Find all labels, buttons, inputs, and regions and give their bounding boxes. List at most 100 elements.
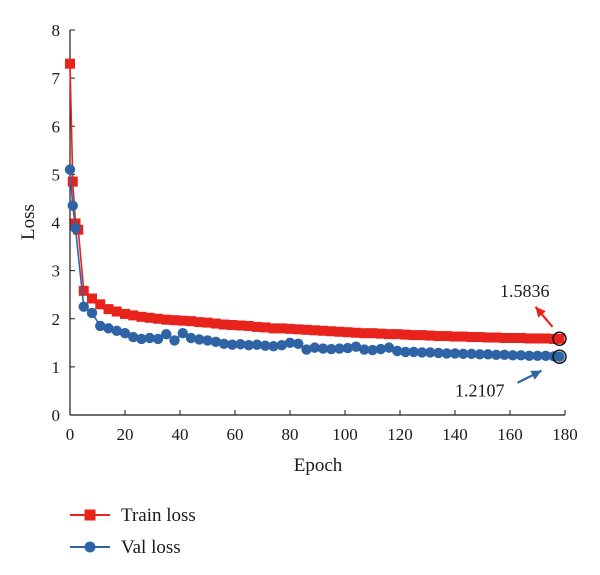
x-tick-label: 120 — [387, 425, 413, 444]
data-point — [441, 348, 452, 359]
data-point — [260, 340, 271, 351]
x-tick-label: 140 — [442, 425, 468, 444]
data-point — [276, 323, 287, 334]
data-point — [334, 326, 345, 337]
x-axis-ticks: 0 20 40 60 80 100 120 140 160 180 — [66, 410, 578, 444]
data-point — [268, 323, 279, 334]
y-tick-label: 7 — [52, 69, 61, 88]
data-point — [375, 328, 386, 339]
data-point — [466, 332, 477, 343]
y-tick-label: 3 — [52, 262, 61, 281]
data-point — [474, 349, 485, 360]
data-point — [177, 327, 188, 339]
data-point — [425, 347, 436, 358]
data-point — [524, 333, 535, 344]
data-point — [177, 315, 188, 326]
x-tick-label: 80 — [282, 425, 299, 444]
data-point — [235, 339, 246, 350]
data-point — [65, 58, 75, 69]
legend-item-train: Train loss — [70, 505, 196, 526]
data-point — [260, 322, 271, 333]
annotation-arrow-head — [535, 306, 546, 318]
data-point — [367, 344, 378, 356]
data-point — [78, 301, 89, 312]
data-point — [482, 349, 494, 360]
data-point — [466, 348, 477, 360]
data-point — [128, 310, 139, 321]
data-point — [284, 337, 296, 349]
data-point — [219, 319, 229, 330]
data-point — [417, 330, 427, 341]
legend-train-label: Train loss — [121, 505, 196, 526]
y-tick-label: 4 — [52, 214, 61, 233]
data-point — [111, 306, 122, 317]
data-point — [507, 350, 518, 361]
data-point — [144, 332, 155, 344]
data-point — [202, 335, 213, 346]
data-point — [67, 176, 78, 187]
x-tick-label: 60 — [227, 425, 244, 444]
data-point — [416, 347, 428, 358]
data-point — [507, 333, 518, 343]
data-point — [408, 346, 419, 358]
x-tick-label: 180 — [552, 425, 578, 444]
data-point — [392, 329, 403, 340]
annotation-label: 1.5836 — [500, 281, 550, 301]
data-point — [161, 314, 172, 325]
data-point — [499, 349, 510, 361]
y-tick-label: 2 — [52, 310, 61, 329]
data-point — [474, 332, 485, 343]
y-tick-label: 0 — [52, 406, 61, 425]
data-point — [449, 348, 461, 359]
data-point — [285, 323, 295, 334]
data-point — [194, 334, 205, 345]
data-point — [103, 304, 114, 315]
data-point — [268, 340, 279, 352]
x-tick-label: 160 — [497, 425, 523, 444]
data-point — [433, 331, 444, 342]
data-point — [218, 338, 230, 349]
data-point — [243, 320, 254, 331]
data-point — [540, 333, 551, 344]
x-tick-label: 40 — [172, 425, 189, 444]
data-point — [524, 350, 535, 362]
data-point — [251, 339, 263, 350]
highlight-ring — [552, 331, 567, 347]
data-point — [202, 317, 213, 328]
series-val-loss — [64, 164, 565, 362]
data-point — [309, 325, 320, 336]
data-point — [235, 320, 246, 331]
data-point — [359, 328, 370, 339]
data-point — [383, 342, 395, 353]
data-point — [532, 350, 543, 362]
data-point — [458, 348, 469, 360]
data-point — [210, 336, 221, 348]
data-point — [169, 315, 180, 326]
x-tick-label: 20 — [117, 425, 134, 444]
data-point — [516, 333, 526, 343]
x-tick-label: 0 — [66, 425, 75, 444]
data-point — [326, 343, 337, 355]
data-point — [408, 330, 419, 341]
data-point — [433, 347, 444, 359]
x-tick-label: 100 — [332, 425, 358, 444]
data-point — [301, 324, 312, 335]
data-point — [293, 324, 304, 335]
series-line — [69, 63, 560, 340]
data-point — [351, 327, 361, 338]
data-point — [392, 345, 403, 357]
data-point — [367, 328, 378, 339]
data-point — [210, 318, 221, 329]
data-point — [450, 331, 460, 342]
data-point — [301, 344, 312, 355]
data-point — [95, 320, 106, 332]
data-point — [342, 342, 353, 354]
data-point — [491, 349, 502, 361]
annotation-arrow-head — [530, 370, 542, 380]
data-point — [554, 333, 565, 344]
data-point — [309, 342, 320, 353]
annotation-label: 1.2107 — [455, 381, 505, 401]
y-tick-label: 5 — [52, 165, 61, 184]
data-point — [342, 327, 353, 338]
data-point — [185, 332, 197, 344]
